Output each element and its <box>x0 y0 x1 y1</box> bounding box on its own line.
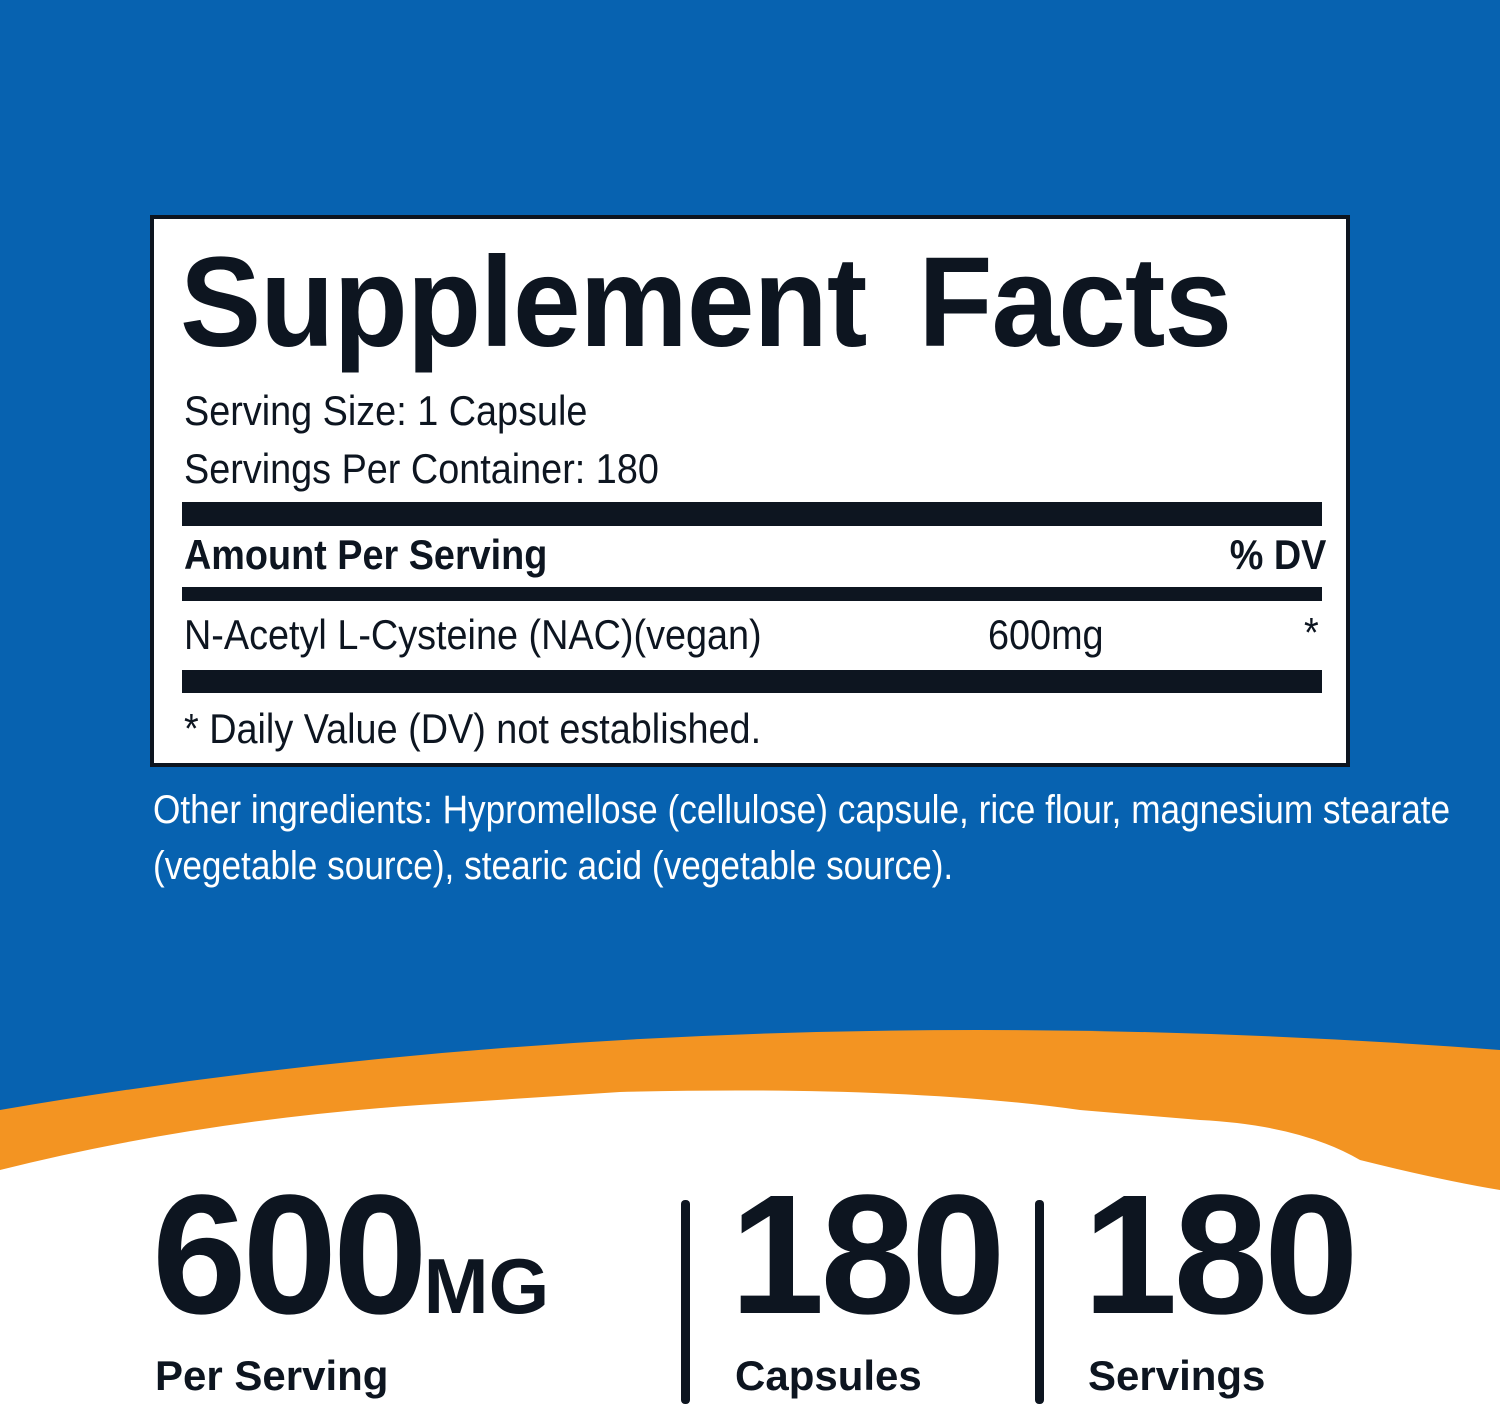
servings-per-container: Servings Per Container: 180 <box>184 445 659 492</box>
other-ingredients: Other ingredients: Hypromellose (cellulo… <box>153 788 1451 888</box>
servings-value: 180 <box>1083 1160 1359 1350</box>
highlight-divider <box>681 1200 690 1404</box>
capsules-value: 180 <box>730 1160 1006 1350</box>
facts-title: Supplement Facts <box>180 231 1232 374</box>
supplement-facts-panel: Supplement Facts Serving Size: 1 Capsule… <box>150 215 1350 767</box>
capsules-label: Capsules <box>735 1352 922 1399</box>
dose-value: 600 <box>152 1160 428 1350</box>
footnote: * Daily Value (DV) not established. <box>184 705 762 752</box>
divider-bar <box>182 670 1322 693</box>
serving-size: Serving Size: 1 Capsule <box>184 387 588 434</box>
dose-label: Per Serving <box>155 1352 389 1399</box>
divider-bar <box>182 502 1322 526</box>
highlight-dose: 600MG <box>152 1170 549 1371</box>
ingredient-name: N-Acetyl L-Cysteine (NAC)(vegan) <box>184 611 762 658</box>
servings-label: Servings <box>1088 1352 1266 1399</box>
ingredient-amount: 600mg <box>988 611 1104 658</box>
ingredient-dv: * <box>1304 609 1319 656</box>
white-swoosh <box>0 1090 1500 1408</box>
highlight-divider <box>1035 1200 1044 1404</box>
dv-header: % DV <box>1229 531 1326 578</box>
amount-per-serving-header: Amount Per Serving <box>184 531 548 578</box>
dose-unit: MG <box>423 1242 550 1330</box>
divider-bar <box>182 587 1322 601</box>
